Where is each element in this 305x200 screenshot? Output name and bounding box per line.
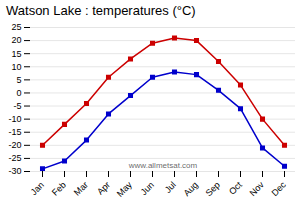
svg-text:Nov: Nov bbox=[248, 179, 267, 197]
svg-text:Sep: Sep bbox=[204, 180, 222, 197]
svg-text:May: May bbox=[115, 179, 134, 197]
svg-text:-5: -5 bbox=[13, 101, 21, 111]
svg-text:Feb: Feb bbox=[50, 180, 68, 197]
svg-text:Dec: Dec bbox=[270, 179, 289, 197]
svg-text:Oct: Oct bbox=[227, 179, 244, 196]
svg-text:10: 10 bbox=[11, 62, 21, 72]
html-text:Watson Lake : temperatures (°C: Watson Lake : temperatures (°C) bbox=[6, 3, 196, 18]
svg-text:Jan: Jan bbox=[29, 180, 46, 197]
svg-text:-20: -20 bbox=[8, 140, 21, 150]
svg-text:-10: -10 bbox=[8, 114, 21, 124]
svg-text:0: 0 bbox=[16, 88, 21, 98]
svg-text:Aug: Aug bbox=[182, 180, 200, 197]
svg-text:Jul: Jul bbox=[163, 180, 178, 195]
svg-text:15: 15 bbox=[11, 49, 21, 59]
svg-text:-15: -15 bbox=[8, 127, 21, 137]
svg-text:-25: -25 bbox=[8, 153, 21, 163]
svg-text:www.allmetsat.com: www.allmetsat.com bbox=[128, 161, 198, 170]
svg-text:5: 5 bbox=[16, 75, 21, 85]
svg-text:-30: -30 bbox=[8, 166, 21, 176]
svg-text:Apr: Apr bbox=[95, 180, 112, 197]
svg-text:Jun: Jun bbox=[139, 180, 156, 197]
svg-text:Mar: Mar bbox=[72, 180, 90, 197]
svg-text:25: 25 bbox=[11, 22, 21, 32]
svg-text:20: 20 bbox=[11, 35, 21, 45]
